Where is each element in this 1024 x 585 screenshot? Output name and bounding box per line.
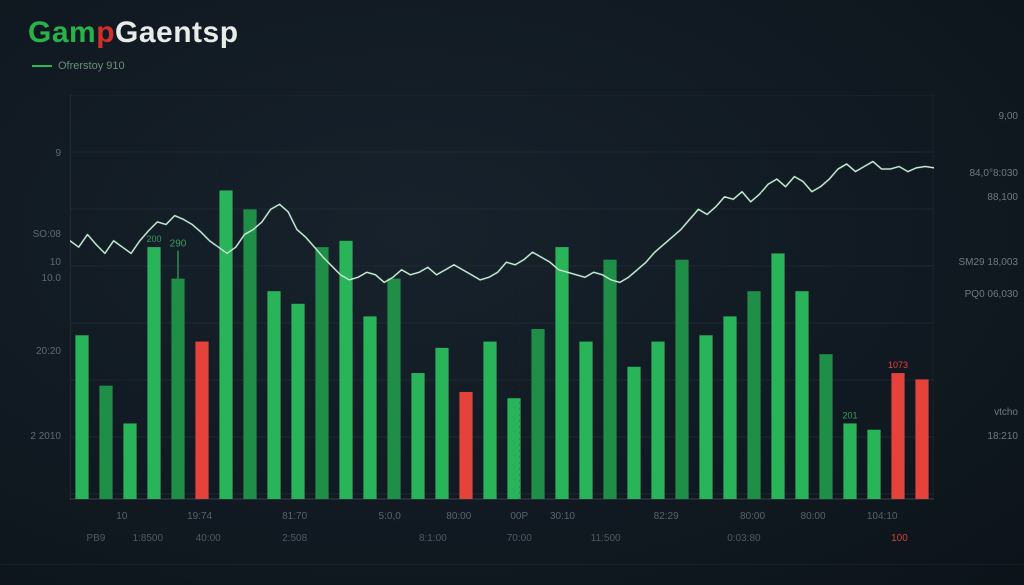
y-axis-right-labels: 9,00 84,0°8:030 88,100 SM29 18,003 PQ0 06,03… [938, 95, 1018, 500]
chart-bar [723, 316, 736, 499]
left-axis-label: SO:08 [33, 229, 61, 240]
x-axis-tick-secondary: 40:00 [196, 533, 221, 544]
chart-bar [459, 392, 472, 499]
chart-bar [195, 342, 208, 499]
right-axis-label: SM29 18,003 [959, 257, 1019, 268]
chart-bar [291, 304, 304, 499]
chart-bar [123, 423, 136, 499]
x-axis-ticks-row-1: 10 19:74 81:70 5:0,0 80:00 00P 30:10 82:29 80:00… [70, 511, 934, 529]
price-line [70, 162, 934, 283]
title-part-c: Gaentsp [115, 16, 239, 49]
left-axis-label: 9 [55, 148, 61, 159]
x-axis-tick: 80:00 [801, 511, 826, 522]
chart-bar [387, 279, 400, 499]
x-axis-tick: 5:0,0 [379, 511, 401, 522]
chart-bar [795, 291, 808, 499]
y-axis-left-labels: 9 SO:08 10 10.0 20:20 2 2010 [6, 95, 61, 500]
chart-bar [435, 348, 448, 499]
title-part-a: Gam [28, 16, 96, 49]
svg-text:201: 201 [842, 410, 857, 420]
x-axis-tick-secondary: 100 [891, 533, 908, 544]
chart-bar [675, 260, 688, 499]
page-title: GampGaentsp [28, 16, 239, 50]
right-axis-label: 9,00 [999, 111, 1018, 122]
x-axis-tick: 00P [510, 511, 528, 522]
chart-bar [699, 335, 712, 499]
chart-svg: 200 290 201 1073 [70, 95, 934, 500]
chart-bar [411, 373, 424, 499]
chart-bar [891, 373, 904, 499]
svg-text:200: 200 [146, 234, 161, 244]
x-axis-tick: 81:70 [282, 511, 307, 522]
chart-bar [171, 279, 184, 499]
bottom-divider [0, 564, 1024, 565]
chart-bar [267, 291, 280, 499]
x-axis-tick-secondary: 0:03:80 [727, 533, 760, 544]
chart-bar [531, 329, 544, 499]
chart-bar [603, 260, 616, 499]
right-axis-label: PQ0 06,030 [965, 289, 1018, 300]
x-axis-tick-secondary: 11:500 [591, 533, 621, 544]
x-axis-tick-secondary: 1:8500 [132, 533, 163, 544]
chart-bar [507, 398, 520, 499]
x-axis-tick: 10 [116, 511, 127, 522]
right-axis-label: 84,0°8:030 [970, 168, 1019, 179]
legend-swatch [32, 65, 52, 67]
chart-bar [99, 386, 112, 499]
chart-bar [867, 430, 880, 499]
svg-text:1073: 1073 [888, 360, 908, 370]
chart-bar [579, 342, 592, 499]
chart-bar [747, 291, 760, 499]
x-axis-tick-secondary: PB9 [86, 533, 105, 544]
title-part-b: p [96, 16, 115, 49]
left-axis-label: 10 [50, 257, 61, 268]
chart-bar [219, 190, 232, 499]
x-axis-tick: 19:74 [187, 511, 212, 522]
x-axis-tick-secondary: 70:00 [507, 533, 532, 544]
chart-bar [483, 342, 496, 499]
left-axis-label: 20:20 [36, 346, 61, 357]
chart-bar [147, 247, 160, 499]
left-axis-label: 10.0 [42, 273, 61, 284]
x-axis-tick: 80:00 [446, 511, 471, 522]
chart-bar [75, 335, 88, 499]
x-axis-tick-secondary: 8:1:00 [419, 533, 447, 544]
chart-bar [651, 342, 664, 499]
chart-legend: Ofrerstoy 910 [32, 60, 125, 72]
chart-bar [555, 247, 568, 499]
chart-page: GampGaentsp Ofrerstoy 910 9 SO:08 10 10.0 20… [0, 0, 1024, 585]
chart-bar [363, 316, 376, 499]
left-axis-label: 2 2010 [30, 431, 61, 442]
x-axis-tick: 30:10 [550, 511, 575, 522]
legend-label: Ofrerstoy 910 [58, 60, 125, 72]
chart-bar [843, 423, 856, 499]
x-axis-tick: 82:29 [654, 511, 679, 522]
svg-text:290: 290 [170, 239, 187, 250]
chart-bar [627, 367, 640, 499]
chart-bar [243, 209, 256, 499]
x-axis-tick: 104:10 [867, 511, 898, 522]
chart-bar [915, 379, 928, 499]
x-axis-tick-secondary: 2:508 [282, 533, 307, 544]
chart-bar [315, 247, 328, 499]
x-axis-ticks-row-2: PB9 1:8500 40:00 2:508 8:1:00 70:00 11:500 0:03… [70, 533, 934, 551]
x-axis-tick: 80:00 [740, 511, 765, 522]
right-axis-label: vtcho [994, 407, 1018, 418]
chart-bar [819, 354, 832, 499]
right-axis-label: 88,100 [987, 192, 1018, 203]
chart-area: 200 290 201 1073 [70, 95, 934, 500]
chart-bar [771, 253, 784, 499]
right-axis-label: 18:210 [987, 431, 1018, 442]
